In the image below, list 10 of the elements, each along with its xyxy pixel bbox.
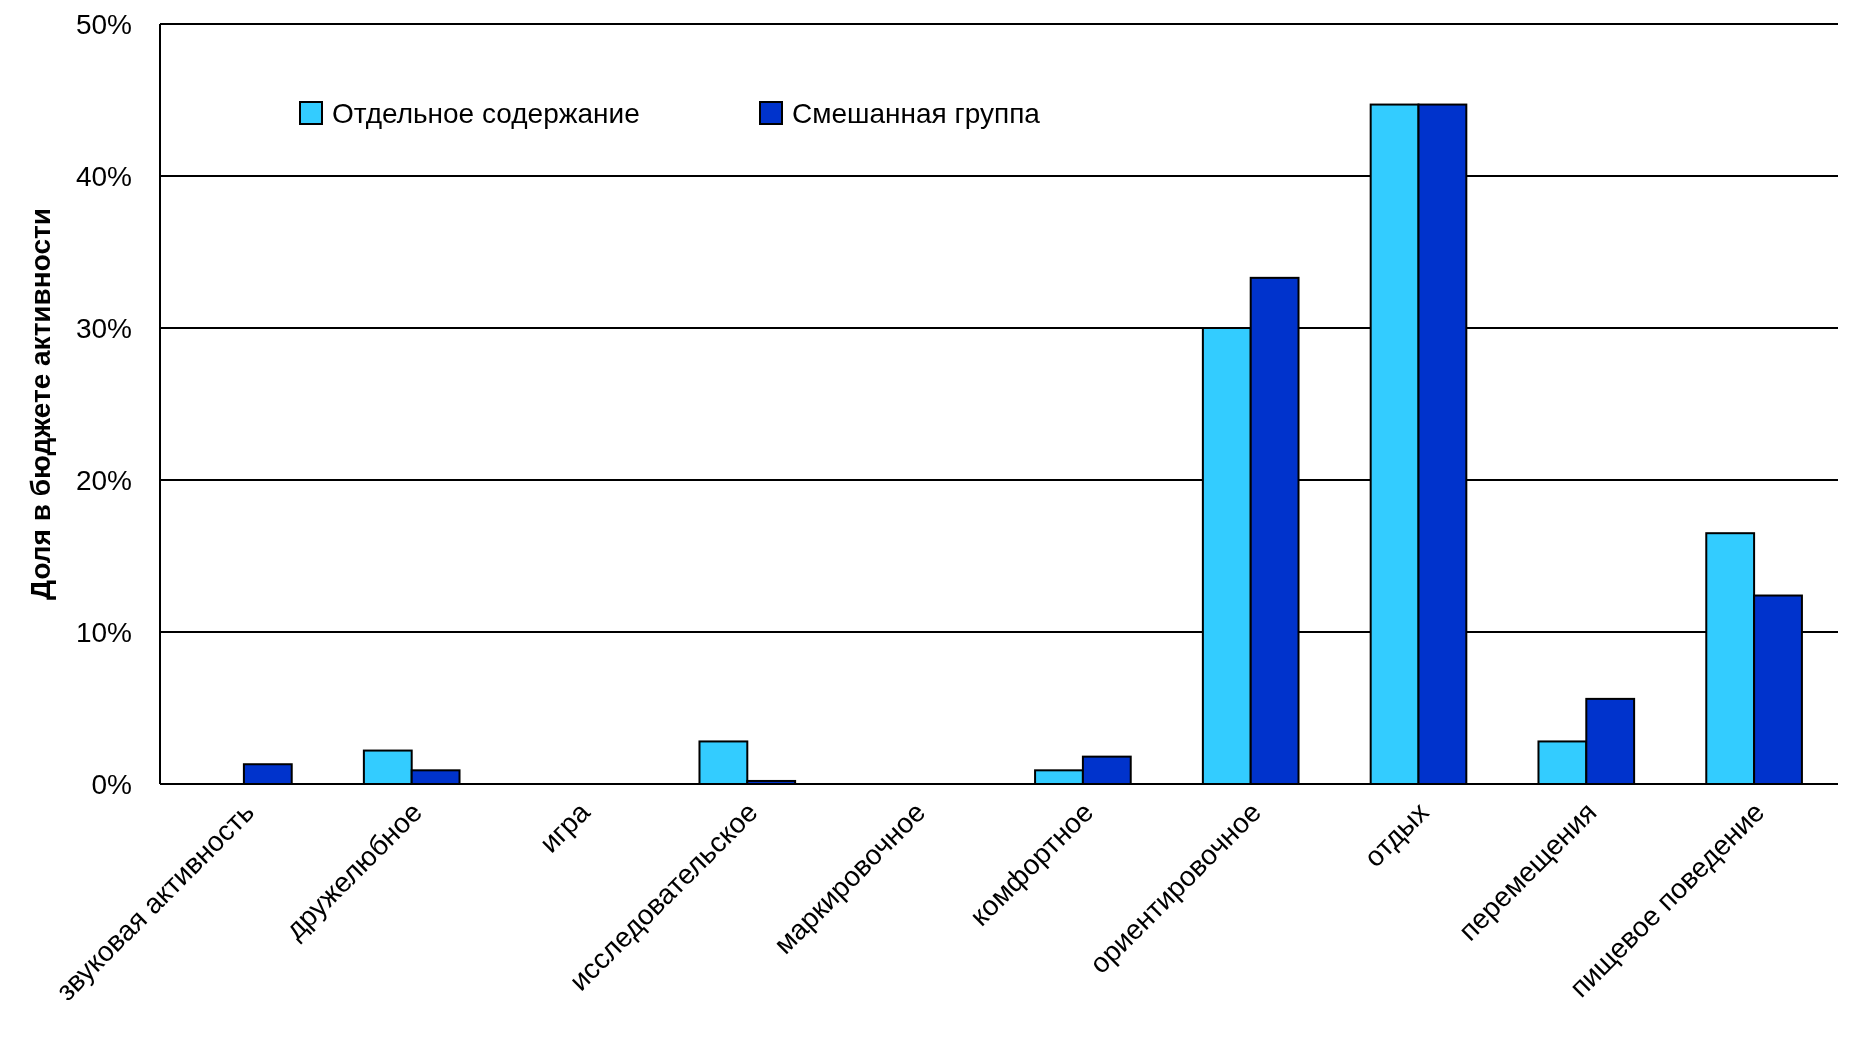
bar xyxy=(242,763,293,785)
y-tick-label: 20% xyxy=(75,464,132,496)
y-tick-label: 0% xyxy=(91,768,132,800)
legend-label: Смешанная группа xyxy=(792,97,1041,129)
y-tick-label: 30% xyxy=(75,312,132,344)
y-axis-title: Доля в бюджете активности xyxy=(25,208,56,600)
y-tick-label: 50% xyxy=(75,8,132,40)
y-tick-label: 40% xyxy=(75,160,132,192)
legend-label: Отдельное содержание xyxy=(332,97,640,129)
y-tick-label: 10% xyxy=(75,616,132,648)
